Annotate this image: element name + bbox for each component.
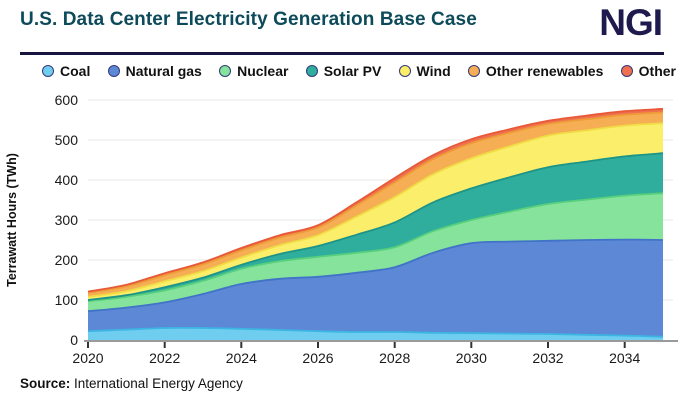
y-tick-label: 400 — [55, 172, 79, 188]
area-edge-other — [87, 107, 664, 293]
y-tick-label: 500 — [55, 132, 79, 148]
area-band-solar-pv — [88, 153, 663, 302]
legend-item-nuclear: Nuclear — [219, 63, 288, 79]
legend-item-solar-pv: Solar PV — [305, 63, 382, 79]
x-tick-label: 2030 — [456, 350, 487, 365]
legend-label: Coal — [60, 63, 91, 79]
legend-item-other: Other — [620, 63, 676, 79]
area-band-nuclear — [88, 193, 663, 312]
legend-marker-icon — [107, 65, 120, 77]
brand-logo: NGI — [599, 2, 663, 43]
area-edge-natural-gas — [87, 238, 664, 313]
area-edge-solar-pv — [87, 152, 664, 301]
y-tick-label: 600 — [55, 92, 79, 108]
legend-label: Other — [638, 63, 676, 79]
source-note: Source: International Energy Agency — [20, 376, 243, 391]
legend-item-wind: Wind — [398, 63, 451, 79]
legend-marker-icon — [219, 65, 232, 77]
y-tick-label: 100 — [55, 292, 79, 308]
y-tick-label: 200 — [55, 252, 79, 268]
y-tick-label: 0 — [70, 332, 78, 348]
legend-label: Solar PV — [323, 63, 382, 79]
source-text: International Energy Agency — [70, 376, 243, 391]
legend-marker-icon — [620, 65, 633, 77]
x-tick-label: 2022 — [149, 350, 180, 365]
y-axis-label: Terrawatt Hours (TWh) — [5, 153, 19, 287]
area-band-natural-gas — [88, 239, 663, 337]
header-rule — [20, 52, 664, 55]
x-tick-label: 2034 — [609, 350, 640, 365]
area-band-coal — [88, 327, 663, 340]
page-title: U.S. Data Center Electricity Generation … — [20, 9, 477, 30]
stacked-area-chart: 2020 2022 2024 2026 2028 2030 2032 2034 0 100 200 3… — [5, 92, 678, 365]
x-tick-label: 2026 — [302, 350, 333, 365]
area-edge-coal — [87, 326, 664, 338]
legend-marker-icon — [42, 65, 54, 77]
legend-item-coal: Coal — [42, 63, 90, 79]
x-tick-label: 2032 — [532, 350, 563, 365]
legend-label: Wind — [416, 63, 451, 79]
area-edge-other-renewables — [87, 111, 664, 294]
source-label: Source: — [20, 376, 71, 391]
legend-label: Natural gas — [125, 63, 202, 79]
legend-marker-icon — [398, 65, 411, 77]
legend-label: Other renewables — [485, 63, 604, 79]
legend-marker-icon — [305, 65, 318, 77]
area-band-other-renewables — [88, 112, 663, 297]
chart-legend: Coal Natural gas Nuclear Solar PV Wind Other … — [42, 61, 676, 81]
area-edge-nuclear — [87, 192, 664, 303]
y-tick-label: 300 — [55, 212, 79, 228]
area-edge-wind — [87, 122, 664, 298]
x-tick-label: 2028 — [379, 350, 410, 365]
x-tick-label: 2020 — [72, 350, 103, 365]
legend-marker-icon — [467, 65, 480, 77]
legend-item-natural-gas: Natural gas — [107, 63, 202, 79]
legend-label: Nuclear — [237, 63, 289, 79]
x-tick-label: 2024 — [226, 350, 257, 365]
legend-item-other-renewables: Other renewables — [467, 63, 604, 79]
area-band-wind — [88, 123, 663, 300]
